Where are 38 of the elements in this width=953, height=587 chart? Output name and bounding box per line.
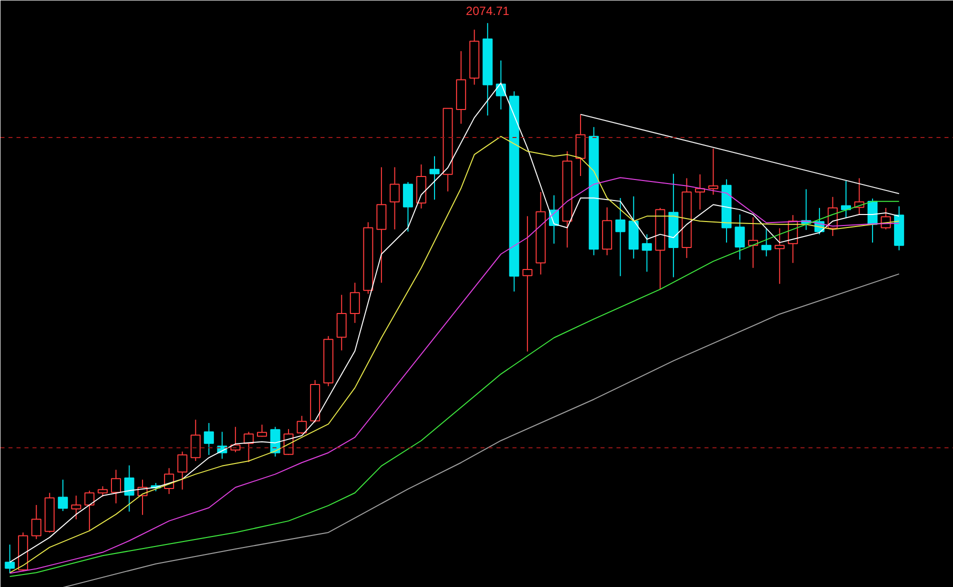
candlestick [469, 29, 480, 86]
candlestick [734, 214, 745, 260]
candlestick [138, 479, 148, 516]
candlestick [430, 156, 440, 200]
candlestick [482, 22, 493, 116]
candlestick [416, 164, 426, 209]
annotation: 2074.71 [466, 4, 510, 18]
candlestick [350, 282, 360, 324]
candlestick [71, 495, 82, 520]
candlestick [748, 216, 758, 268]
candlestick [694, 174, 705, 210]
candlestick [562, 150, 572, 248]
candlestick [124, 464, 134, 512]
candlestick [668, 173, 678, 278]
candlestick [722, 178, 732, 244]
candlestick [588, 126, 599, 256]
candlestick [256, 424, 267, 437]
candlestick [894, 206, 904, 251]
candlestick [390, 166, 400, 230]
candlestick [576, 114, 586, 177]
candlestick [628, 196, 639, 260]
candlestick [190, 419, 201, 462]
candlestick [602, 206, 612, 256]
candlestick [376, 166, 386, 284]
candlestick [788, 214, 798, 264]
candlestick [204, 422, 214, 456]
candlestick [536, 191, 546, 275]
candlestick [164, 468, 174, 494]
candlestick [456, 50, 466, 124]
candlestick [682, 178, 692, 258]
candlestick [761, 228, 772, 257]
candlestick [110, 469, 121, 504]
candlestick [336, 294, 347, 351]
candlestick [642, 234, 652, 272]
candlestick [774, 228, 785, 284]
candlestick [522, 216, 532, 352]
candlestick [615, 198, 626, 277]
candlestick [177, 451, 188, 490]
